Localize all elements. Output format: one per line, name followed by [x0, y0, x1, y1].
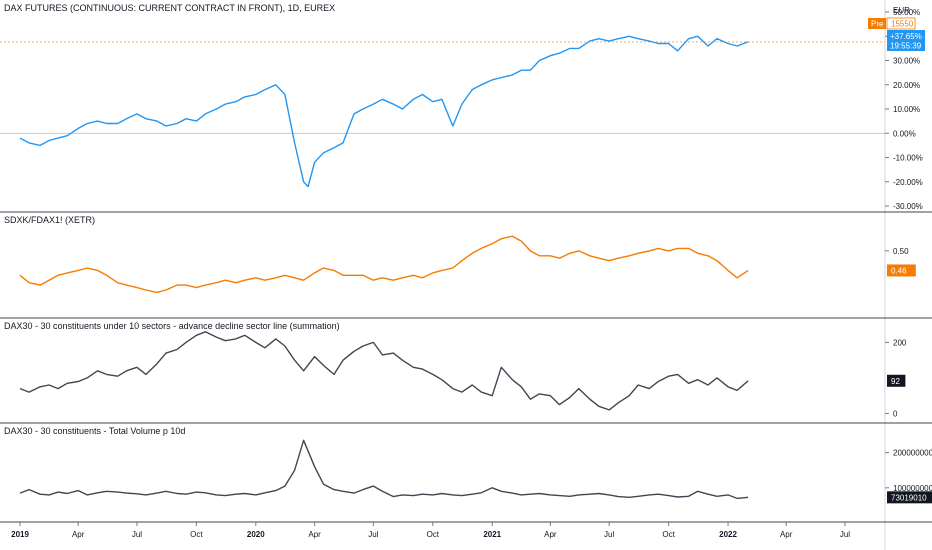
- x-tick-label: Apr: [308, 530, 321, 539]
- series-line-3: [19, 331, 749, 411]
- current-value-label: +37.65%: [890, 32, 922, 41]
- pre-badge: [868, 18, 886, 29]
- price-badge: [886, 17, 916, 30]
- current-value-label: 0.46: [891, 266, 907, 275]
- y-tick-label: 0: [893, 409, 898, 418]
- y-tick-label: 100000000: [893, 484, 932, 493]
- currency-label: EUR: [893, 6, 910, 15]
- y-tick-label: 10.00%: [893, 105, 920, 114]
- current-value-badge: [887, 264, 916, 277]
- x-tick-label: 2021: [483, 530, 501, 539]
- pane-title-4: DAX30 - 30 constituents - Total Volume p…: [4, 426, 185, 436]
- y-tick-label: 0.00%: [893, 129, 916, 138]
- x-tick-label: Oct: [662, 530, 675, 539]
- x-tick-label: 2020: [247, 530, 265, 539]
- x-tick-label: Oct: [427, 530, 440, 539]
- y-tick-label: 200: [893, 338, 907, 347]
- y-tick-label: 0.50: [893, 247, 909, 256]
- x-tick-label: Apr: [72, 530, 85, 539]
- x-tick-label: Jul: [368, 530, 378, 539]
- x-tick-label: Oct: [190, 530, 203, 539]
- y-tick-label: 50.00%: [893, 8, 920, 17]
- y-tick-label: -10.00%: [893, 154, 923, 163]
- y-tick-label: 20.00%: [893, 81, 920, 90]
- current-value-badge: [887, 374, 906, 387]
- x-tick-label: Apr: [780, 530, 793, 539]
- time-label: 19:55:39: [890, 42, 922, 51]
- current-value-badge: [887, 491, 932, 504]
- y-tick-label: 30.00%: [893, 57, 920, 66]
- current-value-label: 73019010: [891, 493, 927, 502]
- pane-title-2: SDXK/FDAX1! (XETR): [4, 215, 95, 225]
- x-tick-label: 2019: [11, 530, 29, 539]
- current-value-label: 92: [891, 377, 900, 386]
- current-value-badge: [887, 30, 925, 51]
- x-tick-label: Jul: [840, 530, 850, 539]
- y-tick-label: -30.00%: [893, 202, 923, 211]
- pre-badge-label: Pre: [871, 20, 884, 29]
- x-tick-label: Jul: [132, 530, 142, 539]
- x-tick-label: Apr: [544, 530, 557, 539]
- pane-title-3: DAX30 - 30 constituents under 10 sectors…: [4, 321, 340, 331]
- x-tick-label: Jul: [604, 530, 614, 539]
- series-line-2: [19, 235, 749, 294]
- x-tick-label: 2022: [719, 530, 737, 539]
- pane-title-1: DAX FUTURES (CONTINUOUS: CURRENT CONTRAC…: [4, 3, 335, 13]
- series-line-4: [19, 439, 749, 500]
- series-line-1: [19, 35, 749, 188]
- y-tick-label: -20.00%: [893, 178, 923, 187]
- y-tick-label: 200000000: [893, 449, 932, 458]
- price-badge-label: 15550: [891, 20, 914, 29]
